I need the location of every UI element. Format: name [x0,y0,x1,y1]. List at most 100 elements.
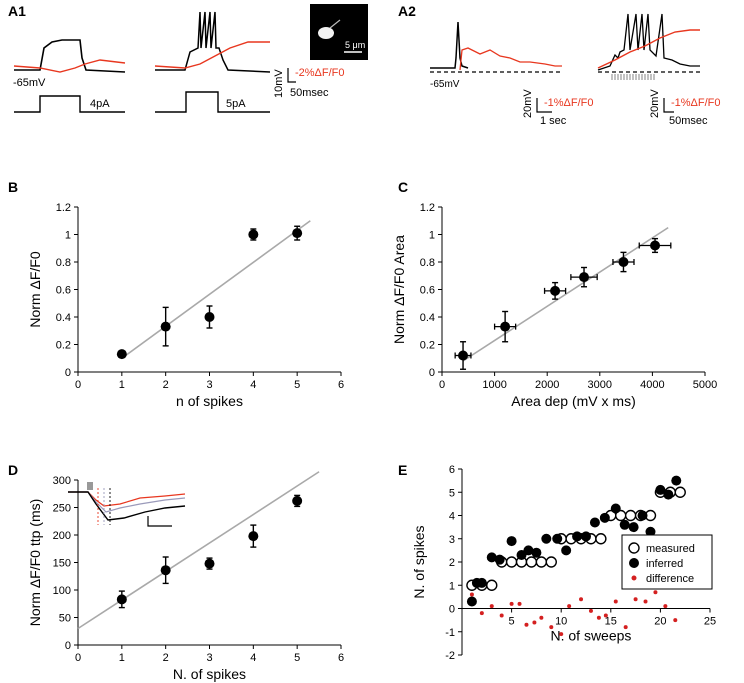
a2-scale1-df: -1%ΔF/F0 [544,97,594,109]
e-point-difference [596,615,601,620]
e-x-tick-label: 15 [605,616,617,628]
e-point-inferred [486,552,497,563]
d-data-point [116,594,127,605]
d-inset-trace-black [68,491,186,521]
e-legend: measured inferred difference [621,534,713,590]
e-point-inferred [572,531,583,542]
a1-cell-body [318,27,334,39]
c-x-axis-label: Area dep (mV x ms) [511,393,635,409]
c-x-tick-label: 1000 [482,379,506,391]
a1-current-step-2 [155,91,270,113]
e-point-difference [499,613,504,618]
d-x-tick-label: 1 [119,652,125,664]
d-inset [68,482,186,527]
d-x-tick-label: 3 [206,652,212,664]
c-y-axis-label: Norm ΔF/F0 Area [391,235,407,344]
b-data-point [248,229,259,240]
b-x-tick-label: 3 [206,379,212,391]
e-point-inferred [637,510,648,521]
e-point-measured [535,556,548,568]
e-point-difference [517,601,522,606]
e-point-inferred [561,545,572,556]
c-y-tick-label: 1 [429,230,435,242]
e-point-inferred [552,533,563,544]
a2-scale1-t: 1 sec [540,115,567,127]
c-x-tick-label: 2000 [535,379,559,391]
d-x-axis-label: N. of spikes [173,666,246,682]
b-x-tick-label: 2 [163,379,169,391]
c-y-tick-label: 0 [429,367,435,379]
b-y-tick-label: 1 [65,230,71,242]
chart-c: 0 0.2 0.4 0.6 0.8 1 1.2 0 1000 2000 3000 4000 5000 Ar… [391,202,717,409]
e-point-inferred [523,545,534,556]
e-point-inferred [645,526,656,537]
e-y-tick-label: 0 [449,604,455,616]
e-point-difference [509,601,514,606]
e-x-axis-label: N. of sweeps [550,628,631,644]
d-x-tick-label: 4 [250,652,256,664]
e-point-measured [545,556,557,568]
e-point-inferred [671,475,682,486]
panel-letter-e: E [398,462,407,478]
e-point-measured [595,533,607,545]
b-y-tick-label: 0.8 [56,257,71,269]
a1-step-label-2: 5pA [226,98,246,110]
a1-fluorescence-trace-1 [13,59,126,73]
c-y-tick-label: 0.6 [420,285,435,297]
a2-scale1-v: 20mV [522,89,534,118]
e-y-tick-label: 6 [449,464,455,476]
e-x-tick-label: 5 [509,616,515,628]
d-fit-line [77,471,320,630]
a2-resting-label: -65mV [430,79,460,90]
b-x-tick-label: 4 [250,379,256,391]
a1-voltage-trace-2 [155,11,271,73]
e-y-axis-label: N. of spikes [411,525,427,598]
e-point-difference [579,597,584,602]
e-point-inferred [655,484,666,495]
b-y-axis-label: Norm ΔF/F0 [27,251,43,327]
e-legend-marker-difference [631,575,637,581]
e-y-tick-label: -2 [445,650,455,662]
e-y-tick-label: 3 [449,534,455,546]
e-legend-label-inferred: inferred [646,558,683,570]
d-y-tick-label: 100 [53,585,71,597]
e-point-inferred [541,533,552,544]
e-point-inferred [531,547,542,558]
a1-scale-df: -2%ΔF/F0 [295,67,345,79]
e-legend-label-difference: difference [646,573,694,585]
e-point-inferred [589,517,600,528]
d-data-point [160,565,171,576]
b-x-tick-label: 6 [338,379,344,391]
e-point-difference [633,597,638,602]
panel-letter-b: B [8,179,18,195]
e-y-tick-label: 4 [449,511,455,523]
c-y-tick-label: 1.2 [420,202,435,214]
a2-traces [430,13,700,80]
e-point-inferred [506,536,517,547]
e-point-difference [489,604,494,609]
c-x-tick-label: 4000 [640,379,664,391]
d-y-axis-label: Norm ΔF/F0 ttp (ms) [27,499,43,627]
e-point-measured [486,579,498,591]
d-y-tick-label: 0 [65,640,71,652]
d-y-tick-label: 150 [53,558,71,570]
a1-current-step-1 [14,95,125,113]
a1-traces [13,11,271,113]
a2-scale-bar-1 [536,98,552,113]
e-legend-marker-inferred [629,558,639,568]
b-fit-line [121,220,311,359]
a1-scale-t: 50msec [290,87,329,99]
b-data-point [292,228,303,239]
e-point-inferred [466,596,477,607]
d-data-point [248,531,259,542]
d-inset-stim [87,482,93,490]
d-x-tick-label: 5 [294,652,300,664]
c-fit-line [462,226,669,362]
e-point-measured [525,556,538,568]
e-point-measured [674,486,686,498]
e-point-measured [505,556,518,568]
d-inset-scale-bar [147,516,172,527]
c-data-point [650,240,661,251]
panel-letter-a2: A2 [398,3,416,19]
a2-fluorescence-trace-2 [597,29,700,69]
